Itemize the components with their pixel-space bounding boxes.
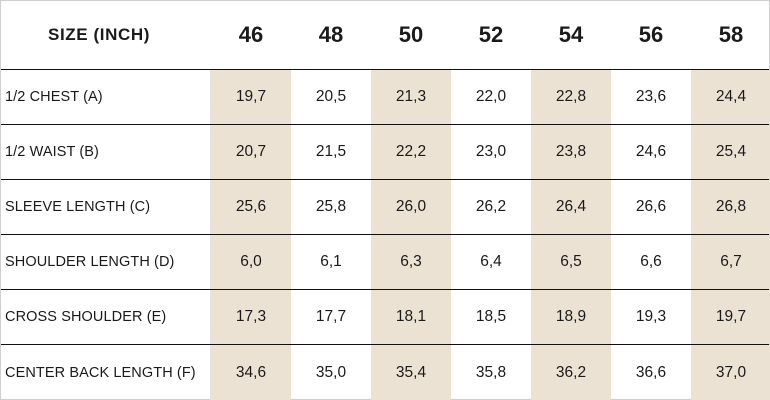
table-cell: 21,5: [315, 143, 347, 160]
row-label: SLEEVE LENGTH (C): [1, 180, 211, 234]
table-header-row: SIZE (INCH) 46 48 50 52 54 56 58: [1, 1, 769, 69]
size-header-label: SIZE (INCH): [48, 25, 150, 44]
table-cell: 17,3: [211, 290, 291, 344]
table-cell: 6,5: [531, 235, 611, 289]
size-header-56: 56: [638, 22, 664, 47]
table-cell: 6,6: [640, 253, 662, 270]
size-header-58: 58: [718, 22, 744, 47]
table-cell: 35,8: [475, 363, 507, 381]
table-row-cross-shoulder: CROSS SHOULDER (E) 17,3 17,7 18,1 18,5 1…: [1, 289, 770, 344]
table-cell: 6,3: [371, 235, 451, 289]
row-label: CROSS SHOULDER (E): [1, 290, 211, 344]
table-cell: 6,0: [211, 235, 291, 289]
table-cell: 25,6: [211, 180, 291, 234]
table-cell: 19,3: [635, 308, 667, 325]
table-cell: 35,4: [371, 345, 451, 400]
table-row-center-back-length: CENTER BACK LENGTH (F) 34,6 35,0 35,4 35…: [1, 344, 770, 400]
row-label: 1/2 WAIST (B): [1, 125, 211, 179]
table-cell: 24,6: [635, 143, 667, 160]
table-cell: 26,8: [691, 180, 770, 234]
table-cell: 25,8: [315, 198, 347, 215]
table-row-chest: 1/2 CHEST (A) 19,7 20,5 21,3 22,0 22,8 2…: [1, 69, 770, 124]
table-cell: 20,5: [315, 88, 347, 105]
table-cell: 22,0: [475, 88, 507, 105]
table-cell: 6,1: [320, 253, 342, 270]
size-header-54: 54: [558, 22, 584, 47]
table-cell: 20,7: [211, 125, 291, 179]
table-cell: 26,6: [635, 198, 667, 215]
table-cell: 19,7: [211, 70, 291, 124]
table-cell: 17,7: [315, 308, 347, 325]
table-cell: 36,6: [635, 363, 667, 381]
row-label: 1/2 CHEST (A): [1, 70, 211, 124]
size-header-52: 52: [478, 22, 504, 47]
table-cell: 24,4: [691, 70, 770, 124]
table-cell: 21,3: [371, 70, 451, 124]
table-cell: 37,0: [691, 345, 770, 400]
table-cell: 34,6: [211, 345, 291, 400]
table-row-sleeve-length: SLEEVE LENGTH (C) 25,6 25,8 26,0 26,2 26…: [1, 179, 770, 234]
table-cell: 23,6: [635, 88, 667, 105]
table-cell: 35,0: [315, 363, 347, 381]
table-cell: 25,4: [691, 125, 770, 179]
table-row-shoulder-length: SHOULDER LENGTH (D) 6,0 6,1 6,3 6,4 6,5 …: [1, 234, 770, 289]
size-header-50: 50: [398, 22, 424, 47]
table-cell: 23,8: [531, 125, 611, 179]
size-header-48: 48: [318, 22, 344, 47]
row-label: SHOULDER LENGTH (D): [1, 235, 211, 289]
table-cell: 26,4: [531, 180, 611, 234]
row-label: CENTER BACK LENGTH (F): [1, 345, 211, 400]
table-cell: 26,0: [371, 180, 451, 234]
table-cell: 36,2: [531, 345, 611, 400]
table-cell: 19,7: [691, 290, 770, 344]
table-cell: 6,7: [691, 235, 770, 289]
table-cell: 6,4: [480, 253, 502, 270]
table-cell: 23,0: [475, 143, 507, 160]
table-cell: 26,2: [475, 198, 507, 215]
table-cell: 18,9: [531, 290, 611, 344]
table-cell: 18,1: [371, 290, 451, 344]
table-cell: 22,8: [531, 70, 611, 124]
table-row-waist: 1/2 WAIST (B) 20,7 21,5 22,2 23,0 23,8 2…: [1, 124, 770, 179]
table-cell: 22,2: [371, 125, 451, 179]
table-cell: 18,5: [475, 308, 507, 325]
size-header-46: 46: [238, 22, 264, 47]
